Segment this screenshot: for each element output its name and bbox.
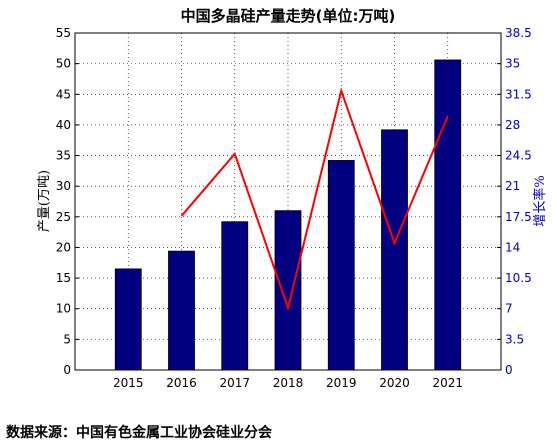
bar — [434, 59, 462, 371]
source-note: 数据来源：中国有色金属工业协会硅业分会 — [6, 425, 272, 441]
left-tick-label: 50 — [56, 57, 71, 71]
chart-title: 中国多晶硅产量走势(单位:万吨) — [181, 7, 396, 25]
growth-rate-line — [180, 87, 449, 312]
left-tick-label: 30 — [56, 179, 71, 193]
right-tick-label: 0 — [505, 363, 513, 377]
left-tick-label: 5 — [63, 332, 71, 346]
right-tick-label: 10.5 — [505, 271, 532, 285]
bar — [221, 221, 249, 371]
left-tick-label: 25 — [56, 210, 71, 224]
left-tick-label: 20 — [56, 240, 71, 254]
bar — [168, 250, 195, 371]
left-tick-label: 40 — [56, 118, 71, 132]
x-tick-label: 2021 — [432, 376, 463, 390]
right-tick-label: 21 — [505, 179, 520, 193]
right-tick-label: 24.5 — [505, 149, 532, 163]
x-tick-label: 2020 — [379, 376, 410, 390]
right-tick-label: 7 — [505, 302, 513, 316]
left-tick-label: 45 — [56, 87, 71, 101]
bar-series — [114, 59, 462, 371]
bar — [381, 129, 408, 371]
right-tick-label: 35 — [505, 57, 520, 71]
right-axis: 0 3.5 7 10.5 14 17.5 21 24.5 28 31.5 35 38.5 — [497, 26, 532, 377]
right-tick-label: 28 — [505, 118, 520, 132]
x-tick-label: 2017 — [219, 376, 250, 390]
line-series — [180, 87, 449, 312]
left-tick-label: 15 — [56, 271, 71, 285]
right-tick-label: 38.5 — [505, 26, 532, 40]
left-axis-label: 产量(万吨) — [37, 170, 52, 232]
bar — [274, 210, 302, 371]
right-tick-label: 17.5 — [505, 210, 532, 224]
left-axis: 0 5 10 15 20 25 30 35 40 45 50 55 — [56, 26, 79, 377]
right-axis-label: 增长率% — [532, 175, 548, 226]
x-tick-label: 2019 — [326, 376, 357, 390]
chart: 中国多晶硅产量走势(单位:万吨) 0510152025303540455055 … — [37, 7, 548, 390]
left-tick-label: 55 — [56, 26, 71, 40]
x-tick-label: 2018 — [273, 376, 304, 390]
x-axis: 2015 2016 2017 2018 2019 2020 2021 — [113, 366, 463, 390]
left-tick-label: 35 — [56, 149, 71, 163]
bar — [114, 268, 142, 371]
bar — [327, 160, 355, 371]
x-tick-label: 2015 — [113, 376, 144, 390]
left-tick-label: 10 — [56, 302, 71, 316]
left-tick-label: 0 — [63, 363, 71, 377]
x-tick-label: 2016 — [166, 376, 197, 390]
right-tick-label: 3.5 — [505, 332, 524, 346]
right-tick-label: 14 — [505, 240, 520, 254]
right-tick-label: 31.5 — [505, 87, 532, 101]
